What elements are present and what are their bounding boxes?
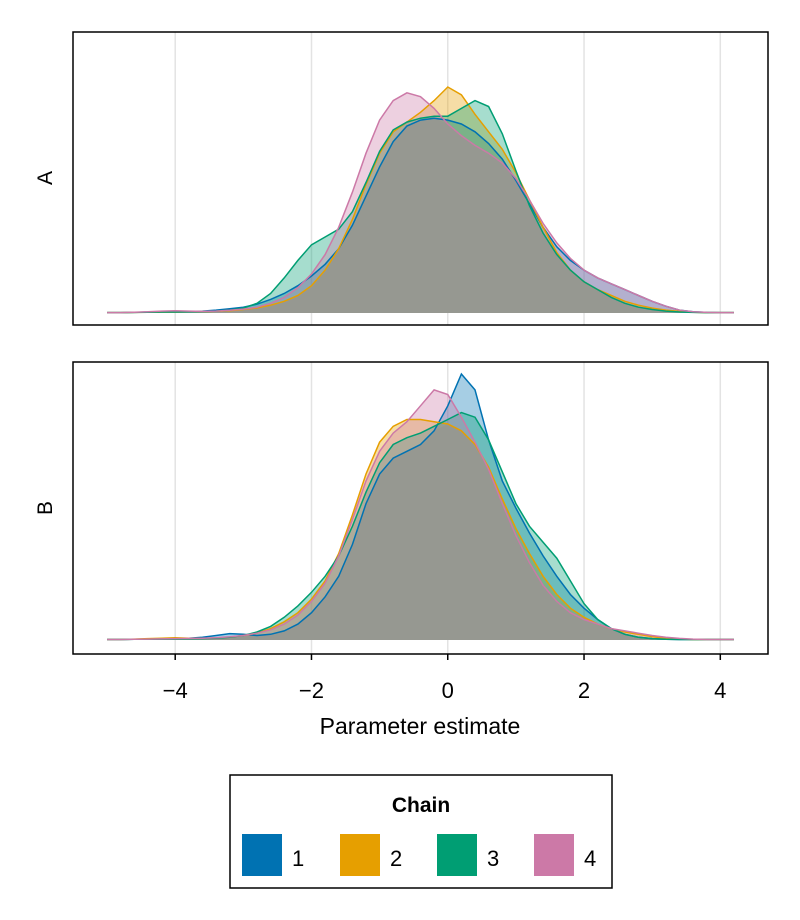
density-line-chain-4 (107, 389, 734, 641)
panel-b-density-lines (107, 372, 734, 641)
legend-item-4: 4 (534, 834, 596, 876)
density-line-chain-4 (107, 91, 734, 314)
panel-b-gridlines (174, 362, 722, 654)
panel-b-frame (72, 361, 769, 655)
x-tick-label: 2 (578, 678, 590, 703)
panel-a-overlap-area (107, 118, 734, 313)
panel-a-frame (72, 31, 769, 326)
legend-item-2: 2 (340, 834, 402, 876)
legend-label-2: 2 (390, 846, 402, 871)
x-tick-label: 0 (442, 678, 454, 703)
x-tick-label: −2 (299, 678, 324, 703)
legend: Chain 1 2 3 4 (229, 774, 613, 889)
panel-a: A (34, 31, 769, 326)
legend-label-4: 4 (584, 846, 596, 871)
legend-label-1: 1 (292, 846, 304, 871)
panel-a-label: A (34, 171, 57, 185)
overlap-area (107, 118, 734, 313)
legend-title: Chain (392, 794, 450, 817)
panel-b-label: B (34, 501, 57, 515)
panel-b-overlap-area (107, 424, 734, 640)
legend-label-3: 3 (487, 846, 499, 871)
overlap-area (107, 424, 734, 640)
legend-item-3: 3 (437, 834, 499, 876)
panel-b: B −4 −2 0 2 4 Parameter estimate (34, 361, 769, 739)
panel-a-density-lines (107, 86, 734, 314)
x-tick-label: 4 (714, 678, 726, 703)
x-axis-label: Parameter estimate (320, 713, 521, 739)
legend-item-1: 1 (242, 834, 304, 876)
legend-swatch-2 (340, 834, 380, 876)
legend-swatch-1 (242, 834, 282, 876)
x-tick-label: −4 (163, 678, 188, 703)
legend-swatch-3 (437, 834, 477, 876)
x-axis-ticks: −4 −2 0 2 4 (163, 654, 726, 703)
legend-swatch-4 (534, 834, 574, 876)
